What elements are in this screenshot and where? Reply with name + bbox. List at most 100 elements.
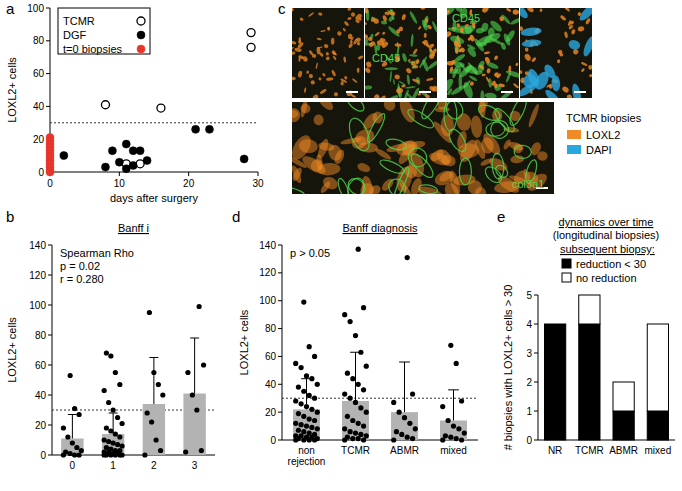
stain-blob <box>484 51 491 55</box>
dot <box>413 426 418 431</box>
dot <box>194 407 199 412</box>
dot <box>151 370 156 375</box>
stain-blob <box>525 47 529 52</box>
stain-blob <box>334 92 338 96</box>
y-tick <box>534 324 538 325</box>
dot <box>197 304 202 309</box>
dot <box>446 418 451 423</box>
y-tick-label: 1 <box>526 406 532 417</box>
stain-blob <box>480 90 484 98</box>
stain-blob <box>577 8 592 23</box>
stain-blob <box>308 12 314 18</box>
y-axis <box>538 295 539 440</box>
stain-blob <box>515 62 519 66</box>
legend-box <box>58 8 150 54</box>
annotation: Spearman Rho <box>60 247 134 259</box>
x-tick-label: TCMR <box>341 445 370 456</box>
micrograph <box>292 102 554 194</box>
dot <box>68 451 73 456</box>
dot <box>348 319 353 324</box>
dot <box>72 452 77 457</box>
y-tick-label: 80 <box>265 323 277 334</box>
dot <box>342 391 347 396</box>
point <box>115 158 123 166</box>
dot <box>113 431 118 436</box>
dot <box>185 370 190 375</box>
point <box>143 157 151 165</box>
stain-blob <box>480 137 495 155</box>
legend-swatch <box>567 145 581 154</box>
stain-blob <box>390 11 396 17</box>
stain-blob <box>389 71 392 82</box>
stain-blob <box>539 8 543 12</box>
stain-blob <box>589 74 592 78</box>
stain-blob <box>299 102 308 118</box>
y-tick-label: 120 <box>29 270 46 281</box>
dot <box>102 388 107 393</box>
stain-blob <box>378 157 405 176</box>
y-tick-label: 40 <box>33 101 45 112</box>
y-tick <box>278 412 282 413</box>
dot <box>65 434 70 439</box>
stain-blob <box>467 44 476 51</box>
y-tick-label: 100 <box>29 300 46 311</box>
bar-segment <box>647 411 668 440</box>
stain-blob <box>326 77 334 81</box>
point <box>108 147 116 155</box>
stain-blob <box>447 61 454 66</box>
stain-blob <box>447 30 452 38</box>
y-tick <box>278 272 282 273</box>
x-tick-label: 3 <box>192 460 198 471</box>
y-tick-label: 60 <box>265 351 277 362</box>
dot <box>342 312 347 317</box>
dot <box>350 418 355 423</box>
stain-blob <box>527 103 541 128</box>
threshold-line <box>50 122 258 123</box>
dot <box>301 389 306 394</box>
legend-title: subsequent biopsy: <box>560 243 655 255</box>
stain-blob <box>365 22 367 25</box>
dot <box>353 333 358 338</box>
legend-label: LOXL2 <box>586 129 620 141</box>
tick-line: mixed <box>440 445 467 456</box>
error-cap <box>190 338 199 339</box>
stain-blob <box>467 36 473 41</box>
stain-blob <box>475 27 484 34</box>
point <box>129 161 137 169</box>
legend-label: no reduction <box>576 272 637 284</box>
plot-marks <box>293 247 467 443</box>
stain-blob <box>292 164 303 184</box>
bar-segment <box>579 295 600 324</box>
panel-letter: d <box>232 208 240 225</box>
stain-blob <box>566 94 573 98</box>
dot <box>309 407 314 412</box>
stain-blob <box>365 85 372 90</box>
stain-blob <box>426 77 434 81</box>
x-tick-label: mixed <box>440 445 467 456</box>
stain-blob <box>347 16 352 20</box>
stain-blob <box>337 31 343 37</box>
dot <box>312 396 317 401</box>
stain-blob <box>365 67 371 74</box>
error-cap <box>399 362 410 363</box>
stain-blob <box>292 47 294 50</box>
y-axis-title: LOXL2+ cells <box>238 309 250 375</box>
stain-blob <box>429 53 435 59</box>
dot <box>108 446 113 451</box>
stain-blob <box>326 143 343 162</box>
dot <box>299 401 304 406</box>
stain-blob <box>431 21 437 34</box>
dot <box>405 435 410 440</box>
stain-blob <box>316 138 331 160</box>
dot <box>117 448 122 453</box>
annotation: p > 0.05 <box>290 247 330 259</box>
dot <box>353 430 358 435</box>
dot <box>160 392 165 397</box>
stain-blob <box>449 66 454 72</box>
legend-marker <box>137 17 145 25</box>
stain-blob <box>331 69 337 76</box>
dot <box>304 404 309 409</box>
stain-blob <box>396 88 404 94</box>
dot <box>296 428 301 433</box>
stain-blob <box>317 46 323 49</box>
